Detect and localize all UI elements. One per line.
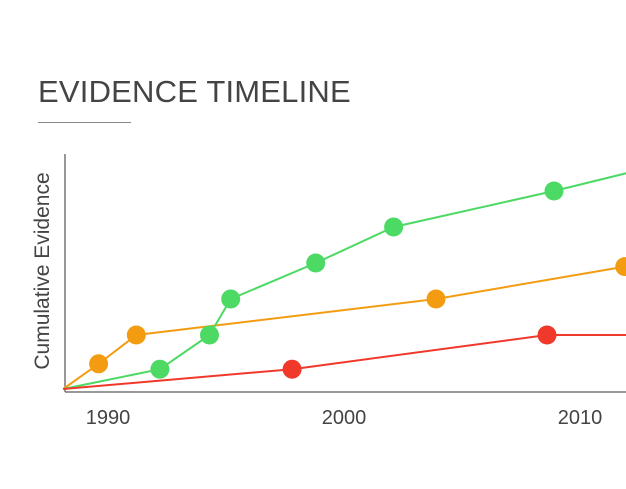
data-point — [150, 359, 170, 379]
x-tick-label: 2000 — [322, 407, 367, 429]
series-line — [62, 172, 626, 390]
series-layer — [62, 172, 626, 390]
data-point — [537, 325, 557, 345]
series-line — [63, 334, 626, 390]
x-tick-label: 1990 — [86, 407, 131, 429]
data-point — [426, 289, 446, 309]
data-point — [544, 181, 564, 201]
data-point — [306, 253, 326, 273]
title-underline — [38, 122, 131, 123]
series-line — [62, 265, 625, 390]
data-point — [384, 217, 404, 237]
data-point — [615, 257, 626, 277]
x-tick-labels: 1990 2000 2010 — [86, 407, 603, 429]
data-point — [89, 354, 109, 374]
chart-title: EVIDENCE TIMELINE — [38, 74, 351, 109]
series-2 — [63, 325, 626, 390]
data-point — [282, 359, 302, 379]
x-tick-label: 2010 — [558, 407, 603, 429]
series-0 — [62, 257, 626, 390]
series-1 — [62, 172, 626, 390]
y-axis-label: Cumulative Evidence — [31, 172, 54, 369]
data-point — [221, 289, 241, 309]
data-point — [200, 325, 219, 345]
data-point — [126, 325, 146, 345]
